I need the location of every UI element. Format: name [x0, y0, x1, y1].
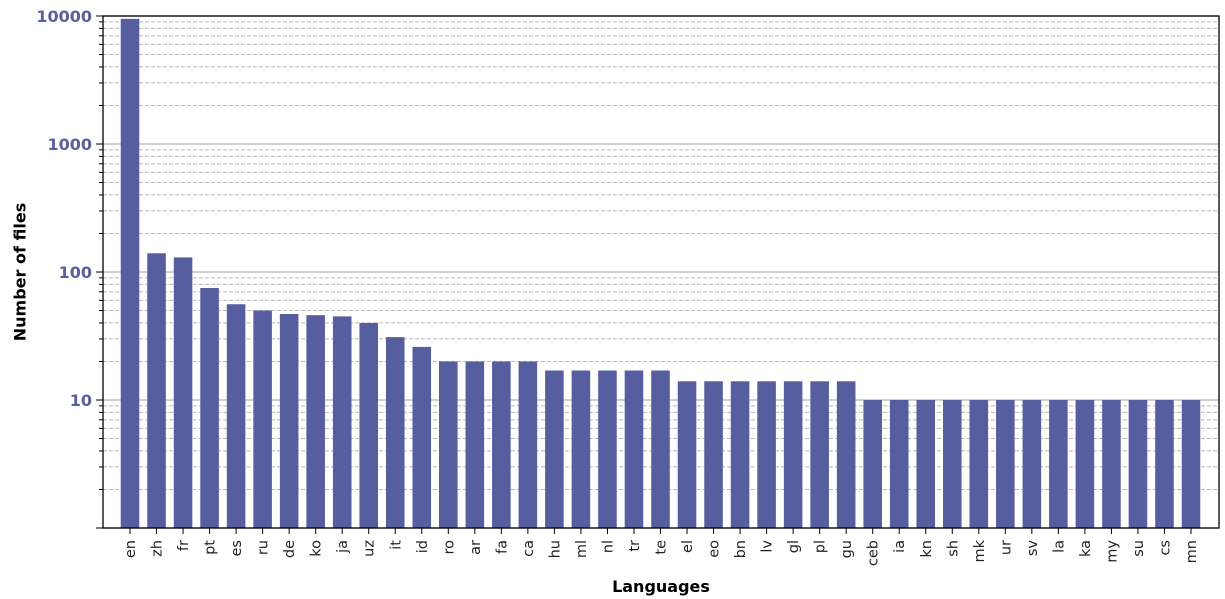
bar-fa — [492, 361, 511, 528]
bar-zh — [147, 253, 166, 529]
bar-ml — [571, 370, 591, 528]
x-tick-label: sv — [1025, 540, 1041, 557]
bar-it — [385, 337, 405, 528]
x-tick-label: tr — [627, 540, 643, 552]
bar-sh — [942, 400, 962, 528]
x-tick-label: ca — [521, 540, 537, 557]
x-tick-label: mk — [972, 539, 988, 562]
bar-tr — [624, 370, 644, 528]
x-tick-label: el — [680, 540, 696, 553]
bar-ru — [253, 310, 272, 528]
x-tick-label: ja — [335, 540, 351, 554]
bar-te — [651, 370, 670, 528]
bar-uz — [359, 322, 379, 528]
bar-ja — [332, 316, 352, 528]
x-tick-label: uz — [362, 540, 378, 557]
x-tick-label: ur — [998, 540, 1014, 555]
x-tick-label: it — [388, 540, 404, 550]
x-tick-label: de — [282, 540, 298, 558]
x-tick-label: ko — [309, 540, 325, 557]
y-tick-label: 10000 — [36, 7, 92, 26]
x-tick-label: lv — [760, 540, 776, 553]
x-tick-label: my — [1104, 540, 1120, 563]
bar-cs — [1155, 400, 1174, 528]
bar-pl — [810, 381, 829, 528]
bar-mn — [1181, 400, 1201, 528]
x-tick-label: ru — [256, 540, 272, 555]
x-tick-label: ml — [574, 540, 590, 558]
bar-kn — [916, 400, 936, 528]
bar-ar — [465, 361, 485, 528]
bar-ko — [306, 315, 325, 528]
bar-en — [120, 18, 140, 528]
bar-id — [412, 346, 432, 528]
bar-pt — [200, 287, 219, 528]
bar-su — [1128, 400, 1148, 528]
x-tick-label: id — [415, 540, 431, 553]
y-tick-label: 1000 — [47, 135, 92, 154]
bar-de — [279, 313, 299, 528]
bar-nl — [598, 370, 617, 528]
bar-my — [1102, 400, 1121, 528]
x-tick-label: es — [229, 540, 245, 556]
x-tick-label: pl — [813, 540, 829, 553]
x-tick-label: ka — [1078, 540, 1094, 557]
bar-ca — [518, 361, 538, 528]
x-tick-label: zh — [150, 540, 166, 557]
x-tick-label: hu — [547, 540, 563, 558]
x-tick-label: mn — [1184, 540, 1200, 563]
bar-hu — [545, 370, 564, 528]
bar-es — [226, 304, 246, 528]
x-axis-ticks: en zh fr pt es ru de ko ja uz it id ro ar fa ca hu ml nl tr… — [123, 528, 1200, 566]
x-tick-label: gl — [786, 540, 802, 553]
bar-ceb — [863, 400, 882, 528]
x-tick-label: fr — [176, 540, 192, 551]
x-tick-label: la — [1051, 540, 1067, 553]
y-axis-title: Number of files — [11, 203, 30, 341]
bar-el — [677, 381, 697, 528]
bar-bn — [730, 381, 750, 528]
x-tick-label: ro — [441, 540, 457, 555]
x-tick-label: su — [1131, 540, 1147, 557]
x-tick-label: ceb — [866, 540, 882, 566]
bar-gl — [783, 381, 803, 528]
bar-gu — [836, 381, 856, 528]
x-tick-label: nl — [600, 540, 616, 553]
y-axis-ticks: 10 100 1000 10000 — [36, 7, 103, 529]
bar-fr — [173, 257, 193, 528]
x-tick-label: pt — [203, 540, 219, 555]
x-tick-label: fa — [494, 540, 510, 554]
bar-ro — [439, 361, 458, 528]
y-tick-label: 100 — [59, 263, 92, 282]
x-tick-label: bn — [733, 540, 749, 558]
x-tick-label: eo — [707, 540, 723, 558]
bar-ka — [1075, 400, 1095, 528]
x-tick-label: te — [654, 540, 670, 555]
x-tick-label: en — [123, 540, 139, 558]
bar-la — [1049, 400, 1068, 528]
y-tick-label: 10 — [70, 391, 92, 410]
bars — [120, 18, 1201, 529]
x-tick-label: ia — [892, 540, 908, 553]
x-tick-label: gu — [839, 540, 855, 558]
bar-mk — [969, 400, 989, 528]
bar-sv — [1022, 400, 1042, 528]
bar-eo — [704, 381, 723, 528]
x-tick-label: ar — [468, 540, 484, 555]
bar-lv — [757, 381, 776, 528]
bar-ia — [889, 400, 909, 528]
x-tick-label: kn — [919, 540, 935, 558]
x-axis-title: Languages — [612, 577, 710, 596]
x-tick-label: sh — [945, 540, 961, 557]
bar-ur — [996, 400, 1015, 528]
x-tick-label: cs — [1157, 540, 1173, 556]
